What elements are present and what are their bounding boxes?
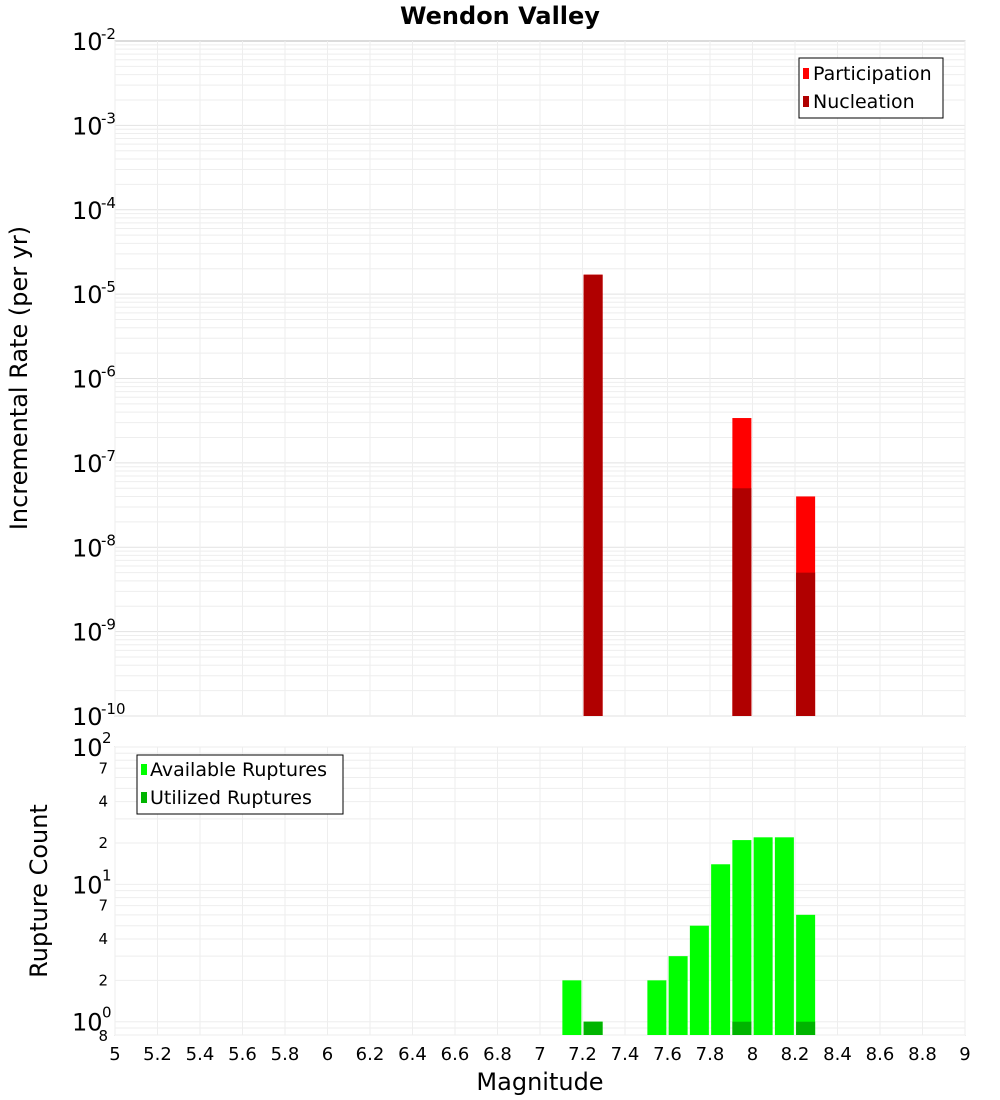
x-tick-labels: 5 5.2 5.4 5.6 5.8 6 6.2 6.4 6.6 6.8 7 7.2 7.4 7.6 7.8 8… <box>109 1044 970 1065</box>
rate-y-tick-exponent: -3 <box>101 109 116 127</box>
x-tick-label: 8.4 <box>823 1044 852 1065</box>
x-tick-label: 7.8 <box>696 1044 725 1065</box>
rate-grid <box>114 41 966 717</box>
chart-title: Wendon Valley <box>400 2 600 30</box>
utilized-legend-label: Utilized Ruptures <box>150 787 312 809</box>
count-y-minor-tick-label: 4 <box>98 793 108 811</box>
rate-y-tick-exponent: -10 <box>101 700 126 718</box>
nucleation-legend-label: Nucleation <box>813 91 915 113</box>
rate-y-tick-label: 10 <box>72 28 103 56</box>
participation-legend-label: Participation <box>813 63 932 85</box>
rate-y-tick-exponent: -6 <box>101 363 116 381</box>
available-ruptures-bar <box>711 864 731 1035</box>
rate-y-tick-label: 10 <box>72 197 103 225</box>
x-tick-label: 5.2 <box>143 1044 172 1065</box>
x-tick-label: 7.6 <box>653 1044 682 1065</box>
nucleation-bar <box>732 488 752 716</box>
rate-y-tick-label: 10 <box>72 534 103 562</box>
rate-y-tick-exponent: -4 <box>101 194 116 212</box>
count-y-axis-label: Rupture Count <box>25 804 53 978</box>
available-ruptures-bar <box>753 837 773 1035</box>
utilized-ruptures-bar <box>796 1021 816 1035</box>
rate-y-tick-label: 10 <box>72 450 103 478</box>
count-y-minor-tick-label: 4 <box>98 930 108 948</box>
nucleation-bar <box>796 572 816 716</box>
count-y-tick-label: 10 <box>72 734 103 762</box>
available-ruptures-bar <box>689 925 709 1035</box>
x-tick-label: 5.8 <box>271 1044 300 1065</box>
count-y-minor-tick-label: 2 <box>98 834 108 852</box>
count-y-tick-exponent: 0 <box>102 1004 112 1022</box>
rate-y-tick-exponent: -2 <box>101 25 116 43</box>
x-tick-label: 8.2 <box>781 1044 810 1065</box>
participation-legend-swatch <box>803 68 809 79</box>
count-y-tick-label: 10 <box>72 1009 103 1037</box>
x-axis-label: Magnitude <box>476 1068 603 1096</box>
available-legend-label: Available Ruptures <box>150 759 327 781</box>
rate-y-tick-exponent: -9 <box>101 616 116 634</box>
nucleation-bar <box>583 274 603 716</box>
x-tick-label: 6.6 <box>441 1044 470 1065</box>
rate-legend: Participation Nucleation <box>798 57 944 119</box>
x-tick-label: 8.6 <box>866 1044 895 1065</box>
utilized-legend-swatch <box>141 792 147 803</box>
count-bars <box>562 837 816 1035</box>
x-tick-label: 6.2 <box>356 1044 385 1065</box>
count-y-minor-tick-label: 7 <box>98 759 108 777</box>
count-y-tick-exponent: 2 <box>102 729 112 747</box>
rate-y-tick-label: 10 <box>72 366 103 394</box>
x-tick-label: 6.8 <box>483 1044 512 1065</box>
rate-y-tick-exponent: -5 <box>101 278 116 296</box>
count-y-minor-tick-label: 2 <box>98 971 108 989</box>
rate-y-axis-label: Incremental Rate (per yr) <box>5 226 33 530</box>
rate-y-tick-exponent: -8 <box>101 531 116 549</box>
rate-panel: 10-210-310-410-510-610-710-810-910-10 In… <box>5 25 966 731</box>
available-ruptures-bar <box>647 980 667 1035</box>
available-ruptures-bar <box>796 914 816 1035</box>
x-tick-label: 9 <box>959 1044 970 1065</box>
x-tick-label: 6.4 <box>398 1044 427 1065</box>
rate-y-tick-label: 10 <box>72 112 103 140</box>
count-legend: Available Ruptures Utilized Ruptures <box>136 754 344 815</box>
count-y-minor-tick-label: 8 <box>98 1027 108 1045</box>
available-ruptures-bar <box>774 837 794 1035</box>
count-y-tick-exponent: 1 <box>102 866 112 884</box>
available-legend-swatch <box>141 764 147 775</box>
utilized-ruptures-bar <box>732 1021 752 1035</box>
utilized-ruptures-bar <box>583 1021 603 1035</box>
count-y-tick-label: 10 <box>72 871 103 899</box>
rate-y-tick-label: 10 <box>72 281 103 309</box>
x-tick-label: 5 <box>109 1044 120 1065</box>
available-ruptures-bar <box>562 980 582 1035</box>
rate-bars <box>583 274 816 716</box>
rate-y-ticks: 10-210-310-410-510-610-710-810-910-10 <box>72 25 126 731</box>
x-tick-label: 8 <box>747 1044 758 1065</box>
rate-y-tick-exponent: -7 <box>101 447 116 465</box>
count-y-minor-tick-label: 7 <box>98 897 108 915</box>
available-ruptures-bar <box>732 840 752 1035</box>
x-tick-label: 5.4 <box>186 1044 215 1065</box>
count-legend-box <box>136 754 344 815</box>
x-tick-label: 8.8 <box>908 1044 937 1065</box>
x-tick-label: 5.6 <box>228 1044 257 1065</box>
nucleation-legend-swatch <box>803 96 809 107</box>
x-tick-label: 7 <box>534 1044 545 1065</box>
x-tick-label: 7.2 <box>568 1044 597 1065</box>
rate-legend-box <box>798 57 944 119</box>
rate-y-tick-label: 10 <box>72 619 103 647</box>
x-tick-label: 6 <box>322 1044 333 1065</box>
available-ruptures-bar <box>668 956 688 1035</box>
rate-y-tick-label: 10 <box>72 703 103 731</box>
x-tick-label: 7.4 <box>611 1044 640 1065</box>
